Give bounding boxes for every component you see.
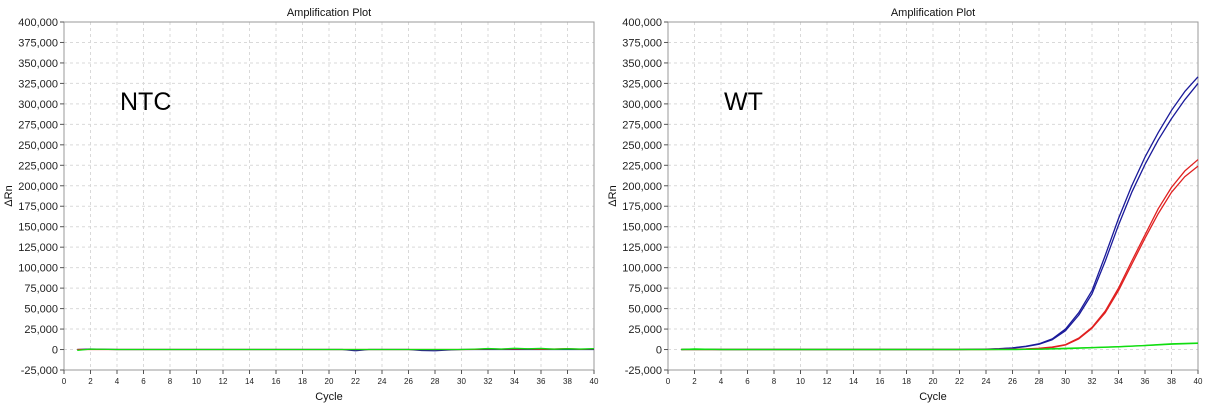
chart-title: Amplification Plot: [891, 7, 975, 19]
y-tick-label: 325,000: [622, 78, 662, 90]
x-tick-label: 30: [457, 377, 466, 386]
series-line: [681, 342, 1199, 351]
y-tick-label: 150,000: [622, 222, 662, 234]
y-tick-label: 375,000: [18, 37, 58, 49]
y-tick-label: 100,000: [18, 263, 58, 275]
x-tick-label: 40: [1194, 377, 1203, 386]
x-tick-label: 6: [745, 377, 750, 386]
y-tick-label: 175,000: [622, 201, 662, 213]
y-tick-label: 175,000: [18, 201, 58, 213]
x-tick-label: 24: [982, 377, 991, 386]
x-tick-label: 22: [955, 377, 964, 386]
x-tick-label: 2: [692, 377, 697, 386]
panel-annotation: NTC: [120, 88, 171, 116]
x-tick-label: 34: [1114, 377, 1123, 386]
x-tick-label: 40: [590, 377, 599, 386]
y-tick-label: 0: [656, 345, 662, 357]
y-tick-label: 275,000: [18, 119, 58, 131]
y-tick-label: 25,000: [628, 324, 662, 336]
x-tick-label: 32: [1088, 377, 1097, 386]
chart-wt: -25,000 0 25,000 50,000 75,000 100,000 125,000…: [607, 7, 1203, 403]
x-tick-label: 24: [378, 377, 387, 386]
y-tick-label: 50,000: [24, 304, 58, 316]
y-tick-label: 150,000: [18, 222, 58, 234]
y-tick-label: 125,000: [622, 242, 662, 254]
x-axis-label: Cycle: [919, 391, 947, 403]
x-tick-label: 6: [141, 377, 146, 386]
x-tick-label: 4: [115, 377, 120, 386]
y-tick-label: 350,000: [622, 58, 662, 70]
x-tick-label: 14: [849, 377, 858, 386]
x-tick-label: 4: [719, 377, 724, 386]
x-tick-label: 0: [666, 377, 671, 386]
x-tick-label: 16: [876, 377, 885, 386]
x-tick-label: 30: [1061, 377, 1070, 386]
x-tick-label: 36: [537, 377, 546, 386]
series-line: [77, 347, 595, 351]
y-tick-label: -25,000: [21, 365, 58, 377]
y-tick-label: -25,000: [625, 365, 662, 377]
y-axis-label: ΔRn: [3, 185, 15, 206]
y-tick-label: 225,000: [622, 160, 662, 172]
y-tick-label: 125,000: [18, 242, 58, 254]
panel-annotation: WT: [724, 88, 763, 116]
y-tick-label: 275,000: [622, 119, 662, 131]
y-tick-label: 300,000: [622, 99, 662, 111]
chart-title: Amplification Plot: [287, 7, 371, 19]
x-tick-label: 34: [510, 377, 519, 386]
y-tick-label: 250,000: [18, 140, 58, 152]
x-tick-label: 38: [563, 377, 572, 386]
x-tick-label: 20: [325, 377, 334, 386]
y-tick-label: 100,000: [622, 263, 662, 275]
y-tick-label: 75,000: [628, 283, 662, 295]
x-tick-label: 26: [1008, 377, 1017, 386]
y-tick-label: 0: [52, 345, 58, 357]
x-tick-label: 22: [351, 377, 360, 386]
y-tick-label: 325,000: [18, 78, 58, 90]
x-tick-label: 8: [168, 377, 173, 386]
x-tick-label: 10: [192, 377, 201, 386]
x-tick-label: 28: [1035, 377, 1044, 386]
y-tick-label: 25,000: [24, 324, 58, 336]
x-tick-label: 12: [823, 377, 832, 386]
y-tick-label: 250,000: [622, 140, 662, 152]
y-tick-label: 50,000: [628, 304, 662, 316]
x-tick-label: 38: [1167, 377, 1176, 386]
x-tick-label: 26: [404, 377, 413, 386]
y-tick-label: 400,000: [622, 17, 662, 29]
y-tick-label: 225,000: [18, 160, 58, 172]
y-tick-label: 200,000: [622, 181, 662, 193]
x-tick-label: 8: [772, 377, 777, 386]
x-tick-label: 28: [431, 377, 440, 386]
x-tick-label: 20: [929, 377, 938, 386]
y-tick-label: 400,000: [18, 17, 58, 29]
y-tick-label: 375,000: [622, 37, 662, 49]
x-tick-label: 2: [88, 377, 93, 386]
x-tick-label: 14: [245, 377, 254, 386]
x-tick-label: 32: [484, 377, 493, 386]
x-tick-label: 12: [219, 377, 228, 386]
y-tick-label: 75,000: [24, 283, 58, 295]
y-axis-label: ΔRn: [607, 185, 619, 206]
y-tick-label: 200,000: [18, 181, 58, 193]
x-axis-label: Cycle: [315, 391, 343, 403]
x-tick-label: 18: [902, 377, 911, 386]
y-tick-label: 350,000: [18, 58, 58, 70]
x-tick-label: 16: [272, 377, 281, 386]
y-tick-label: 300,000: [18, 99, 58, 111]
x-tick-label: 10: [796, 377, 805, 386]
chart-ntc: -25,000 0 25,000 50,000 75,000 100,000 125,000…: [3, 7, 599, 403]
x-tick-label: 18: [298, 377, 307, 386]
x-tick-label: 0: [62, 377, 67, 386]
x-tick-label: 36: [1141, 377, 1150, 386]
